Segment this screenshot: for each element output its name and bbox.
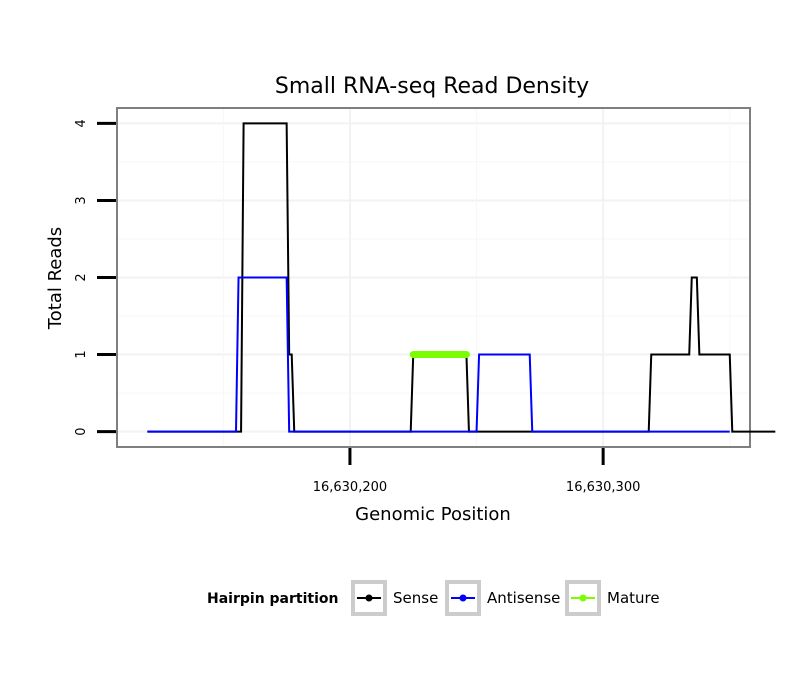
y-tick-label: 0 — [74, 427, 89, 435]
legend-key-mature — [565, 580, 601, 616]
x-axis-title: Genomic Position — [355, 504, 511, 525]
legend-label-sense: Sense — [393, 589, 438, 607]
x-tick-label: 16,630,200 — [313, 480, 387, 495]
legend-label-mature: Mature — [607, 589, 660, 607]
legend: Hairpin partition Sense Antisense Mature — [207, 580, 660, 616]
series-lines — [147, 122, 776, 433]
axes: 0 1 2 3 4 16,630,200 16,630,300 — [74, 119, 640, 495]
legend-key-sense — [351, 580, 387, 616]
chart-title: Small RNA-seq Read Density — [275, 74, 589, 99]
series-line-antisense — [147, 276, 730, 433]
y-axis-title: Total Reads — [45, 227, 66, 330]
series-line-sense — [147, 122, 776, 433]
x-tick-label: 16,630,300 — [566, 480, 640, 495]
legend-key-antisense — [445, 580, 481, 616]
legend-label-antisense: Antisense — [487, 589, 560, 607]
legend-title: Hairpin partition — [207, 591, 338, 607]
y-tick-label: 2 — [74, 273, 89, 281]
y-tick-label: 4 — [74, 119, 89, 127]
y-tick-label: 3 — [74, 196, 89, 204]
y-tick-label: 1 — [74, 350, 89, 358]
